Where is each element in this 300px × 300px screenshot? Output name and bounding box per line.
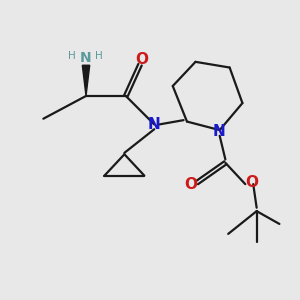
Polygon shape bbox=[82, 65, 90, 96]
Text: N: N bbox=[148, 117, 161, 132]
Text: O: O bbox=[135, 52, 148, 67]
Text: N: N bbox=[80, 51, 92, 65]
Text: O: O bbox=[184, 177, 197, 192]
Text: N: N bbox=[213, 124, 226, 139]
Text: H: H bbox=[68, 51, 76, 61]
Text: H: H bbox=[95, 51, 103, 61]
Text: O: O bbox=[245, 175, 258, 190]
